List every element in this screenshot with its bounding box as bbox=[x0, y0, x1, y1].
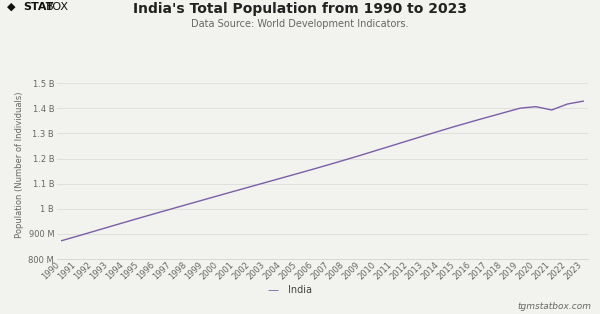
Text: Data Source: World Development Indicators.: Data Source: World Development Indicator… bbox=[191, 19, 409, 30]
Y-axis label: Population (Number of Individuals): Population (Number of Individuals) bbox=[16, 92, 25, 238]
Text: —: — bbox=[268, 285, 278, 295]
Text: India: India bbox=[288, 285, 312, 295]
Text: STAT: STAT bbox=[23, 2, 53, 12]
Text: India's Total Population from 1990 to 2023: India's Total Population from 1990 to 20… bbox=[133, 2, 467, 16]
Text: BOX: BOX bbox=[46, 2, 68, 12]
Text: ◆: ◆ bbox=[7, 2, 16, 12]
Text: tgmstatbox.com: tgmstatbox.com bbox=[517, 302, 591, 311]
